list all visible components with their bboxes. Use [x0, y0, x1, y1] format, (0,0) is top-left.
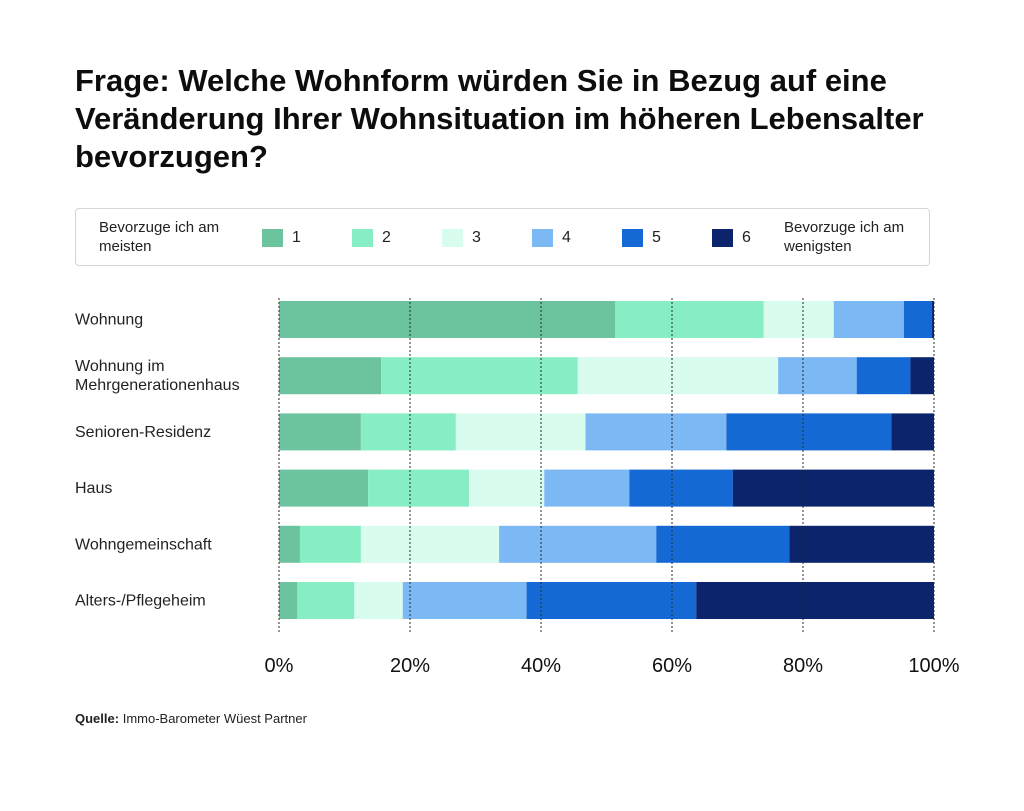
legend-swatch-6: [712, 229, 733, 247]
bar-segment-3-1: [279, 413, 361, 451]
x-tick-label: 80%: [783, 655, 823, 677]
bar-segment-1-5: [903, 301, 933, 338]
legend-right-label: Bevorzuge ich am wenigsten: [784, 219, 905, 255]
x-tick-label: 60%: [652, 655, 692, 677]
bar-segment-4-2: [368, 469, 469, 507]
bar-segment-2-4: [778, 357, 857, 395]
bar-segment-4-5: [629, 469, 733, 507]
category-label: Alters-/Pflegeheim: [75, 593, 206, 610]
legend-label-6: 6: [742, 229, 751, 246]
x-tick-label: 20%: [390, 655, 430, 677]
source-text: Immo-Barometer Wüest Partner: [122, 711, 307, 726]
bar-segment-4-4: [544, 469, 630, 507]
bar-segment-5-6: [789, 525, 934, 563]
bar-segment-6-4: [402, 582, 527, 619]
legend-label-5: 5: [652, 229, 661, 246]
legend-swatch-5: [622, 229, 643, 247]
bar-segment-3-4: [585, 413, 727, 451]
legend-swatch-3: [442, 229, 463, 247]
x-tick-label: 40%: [521, 655, 561, 677]
bar-segment-5-3: [360, 525, 500, 563]
source-note: Quelle: Immo-Barometer Wüest Partner: [75, 711, 307, 726]
legend: Bevorzuge ich am meisten 1 2 3 4 5 6 Bevorzug…: [75, 208, 930, 266]
legend-label-1: 1: [292, 229, 301, 246]
bar-segment-6-6: [696, 582, 934, 619]
legend-label-2: 2: [382, 229, 391, 246]
bar-segment-3-2: [360, 413, 456, 451]
bar-segment-1-2: [615, 301, 764, 338]
bar-segment-2-3: [577, 357, 779, 395]
category-label: Senioren-Residenz: [75, 424, 211, 441]
legend-swatch-4: [532, 229, 553, 247]
bar-segment-5-1: [279, 525, 300, 563]
bar-segment-2-5: [856, 357, 911, 395]
bar-segment-2-1: [279, 357, 382, 395]
bar-segment-3-5: [726, 413, 892, 451]
category-label: Wohngemeinschaft: [75, 536, 212, 553]
x-tick-label: 0%: [265, 655, 294, 677]
bar-segment-1-4: [833, 301, 904, 338]
category-label: Wohnung im: [75, 358, 165, 375]
bar-segment-6-1: [279, 582, 298, 619]
category-label: Wohnung: [75, 312, 143, 329]
bar-segment-5-5: [656, 525, 790, 563]
bar-segment-3-6: [891, 413, 935, 451]
category-label: Haus: [75, 480, 112, 497]
x-tick-label: 100%: [908, 655, 959, 677]
bars: [279, 301, 935, 619]
bar-segment-1-6: [932, 301, 934, 338]
legend-label-3: 3: [472, 229, 481, 246]
bar-segment-4-6: [732, 469, 934, 507]
source-label: Quelle:: [75, 711, 120, 726]
bar-segment-2-6: [910, 357, 934, 395]
bar-segment-6-3: [354, 582, 403, 619]
bar-segment-6-5: [526, 582, 697, 619]
chart-title: Frage: Welche Wohnform würden Sie in Bez…: [75, 63, 924, 174]
bar-segment-5-2: [299, 525, 361, 563]
bar-segment-5-4: [499, 525, 657, 563]
legend-swatch-1: [262, 229, 283, 247]
bar-segment-1-3: [763, 301, 834, 338]
bar-segment-4-3: [468, 469, 545, 507]
bar-segment-6-2: [297, 582, 355, 619]
bar-segment-2-2: [381, 357, 578, 395]
legend-label-4: 4: [562, 229, 571, 246]
legend-left-label: Bevorzuge ich am meisten: [99, 219, 220, 255]
bar-segment-3-3: [455, 413, 586, 451]
category-label: Mehrgenerationenhaus: [75, 377, 240, 394]
bar-segment-4-1: [279, 469, 369, 507]
stacked-bar-chart: Wohnung Wohnung im Mehrgenerationenhaus Sen…: [75, 298, 960, 677]
bar-segment-1-1: [279, 301, 616, 338]
legend-swatch-2: [352, 229, 373, 247]
